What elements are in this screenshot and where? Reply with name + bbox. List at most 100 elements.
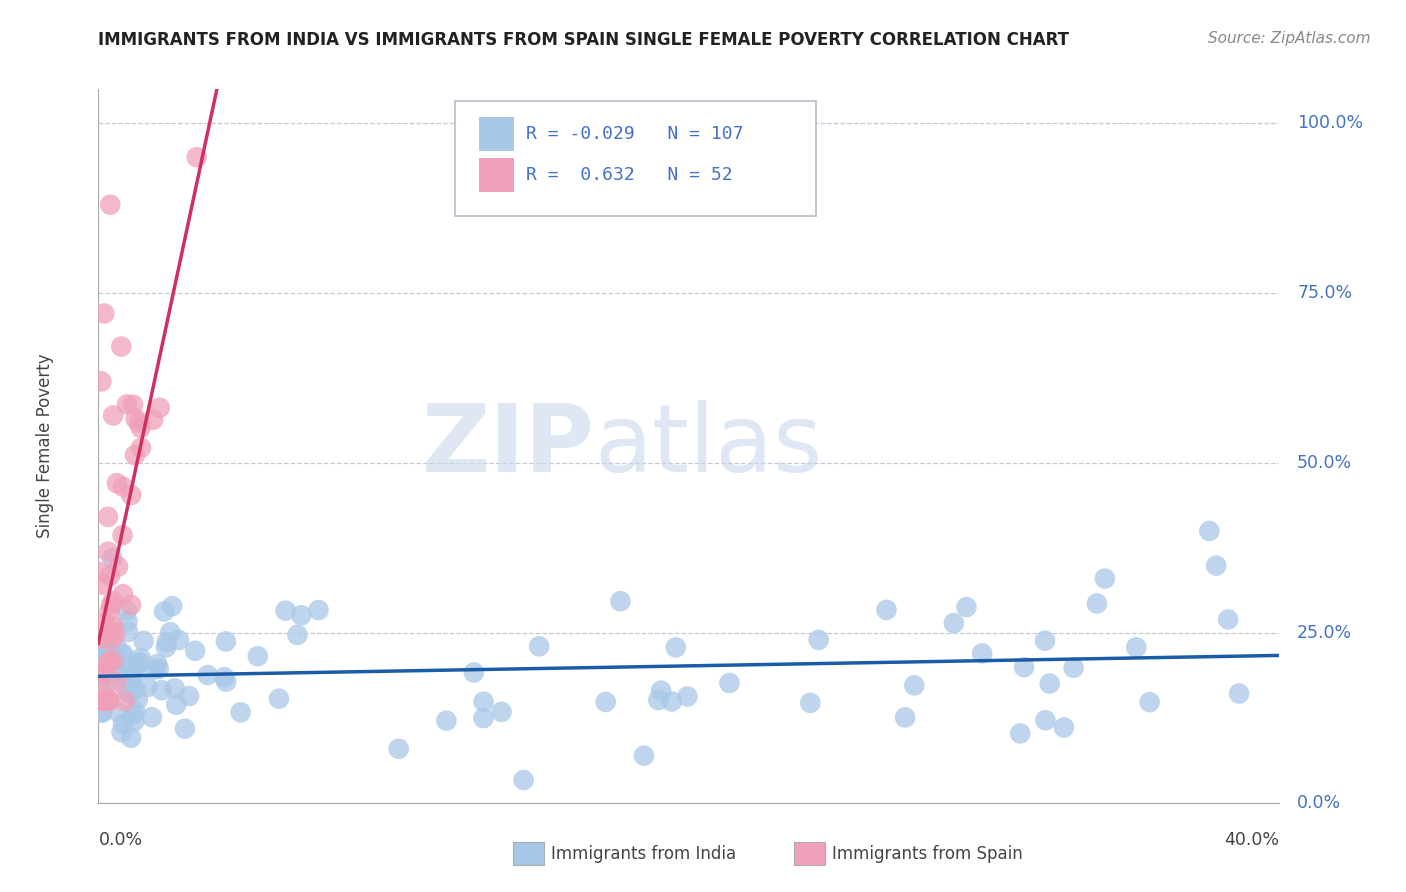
Point — [150, 683, 173, 698]
Point — [107, 706, 129, 720]
Point — [103, 409, 125, 423]
Point — [972, 647, 994, 661]
Point — [111, 716, 134, 731]
Point — [718, 676, 741, 690]
Point — [121, 671, 143, 685]
Point — [97, 509, 120, 524]
Point — [93, 694, 115, 708]
Point — [179, 689, 201, 703]
Point — [676, 690, 699, 704]
Point — [142, 413, 165, 427]
Point — [955, 600, 977, 615]
Point — [111, 587, 134, 601]
Point — [155, 640, 177, 655]
Point — [903, 678, 925, 692]
Point — [184, 644, 207, 658]
Point — [290, 608, 312, 623]
Point — [1053, 721, 1076, 735]
Point — [98, 569, 121, 583]
Text: 0.0%: 0.0% — [98, 831, 142, 849]
Point — [287, 628, 309, 642]
Point — [650, 683, 672, 698]
Point — [128, 656, 150, 670]
Point — [124, 682, 146, 697]
Point — [98, 604, 121, 618]
Point — [472, 695, 495, 709]
Point — [104, 628, 127, 642]
Point — [127, 657, 149, 671]
Point — [89, 674, 111, 689]
Text: 50.0%: 50.0% — [1298, 454, 1353, 472]
Point — [104, 664, 127, 678]
Point — [94, 643, 117, 657]
Point — [103, 619, 125, 633]
Point — [117, 624, 139, 639]
Point — [97, 545, 120, 559]
Point — [107, 559, 129, 574]
Point — [111, 646, 134, 660]
Point — [120, 598, 142, 612]
Point — [165, 698, 187, 712]
Point — [174, 722, 197, 736]
Point — [98, 623, 121, 637]
Point — [136, 680, 159, 694]
Point — [97, 694, 120, 708]
Point — [98, 198, 121, 212]
Point — [274, 604, 297, 618]
Point — [163, 681, 186, 696]
Point — [1033, 633, 1056, 648]
Point — [98, 655, 121, 669]
Point — [141, 710, 163, 724]
Point — [633, 748, 655, 763]
Text: Source: ZipAtlas.com: Source: ZipAtlas.com — [1208, 31, 1371, 46]
Bar — [478, 117, 515, 152]
Point — [120, 488, 142, 502]
Text: 25.0%: 25.0% — [1298, 624, 1353, 642]
Point — [491, 705, 513, 719]
Point — [90, 706, 112, 720]
Point — [115, 397, 138, 411]
Point — [101, 551, 124, 566]
Point — [105, 675, 128, 690]
Point — [129, 421, 152, 435]
Point — [127, 692, 149, 706]
Point — [1035, 713, 1057, 727]
Point — [91, 706, 114, 720]
Point — [197, 668, 219, 682]
Point — [153, 605, 176, 619]
Point — [388, 741, 411, 756]
Text: 100.0%: 100.0% — [1298, 114, 1364, 132]
Point — [609, 594, 631, 608]
Point — [148, 662, 170, 676]
Point — [97, 694, 120, 708]
Point — [111, 528, 134, 542]
Point — [111, 480, 134, 494]
Point — [96, 692, 118, 706]
Point — [246, 649, 269, 664]
Point — [100, 633, 122, 648]
Point — [112, 666, 135, 681]
Point — [129, 441, 152, 455]
Point — [98, 674, 121, 689]
Text: Immigrants from India: Immigrants from India — [551, 845, 737, 863]
Point — [100, 648, 122, 663]
Point — [115, 684, 138, 698]
Point — [97, 657, 120, 671]
Point — [118, 664, 141, 678]
Point — [94, 694, 117, 708]
Point — [229, 706, 252, 720]
Point — [90, 375, 112, 389]
Point — [143, 662, 166, 676]
Point — [149, 401, 172, 415]
Point — [120, 677, 142, 691]
Point — [91, 577, 114, 591]
Point — [127, 659, 149, 673]
Point — [267, 691, 290, 706]
Point — [807, 632, 830, 647]
Point — [214, 670, 236, 684]
Point — [1094, 572, 1116, 586]
Point — [1198, 524, 1220, 538]
Point — [1227, 687, 1250, 701]
Point — [1218, 612, 1240, 626]
Point — [128, 416, 150, 430]
